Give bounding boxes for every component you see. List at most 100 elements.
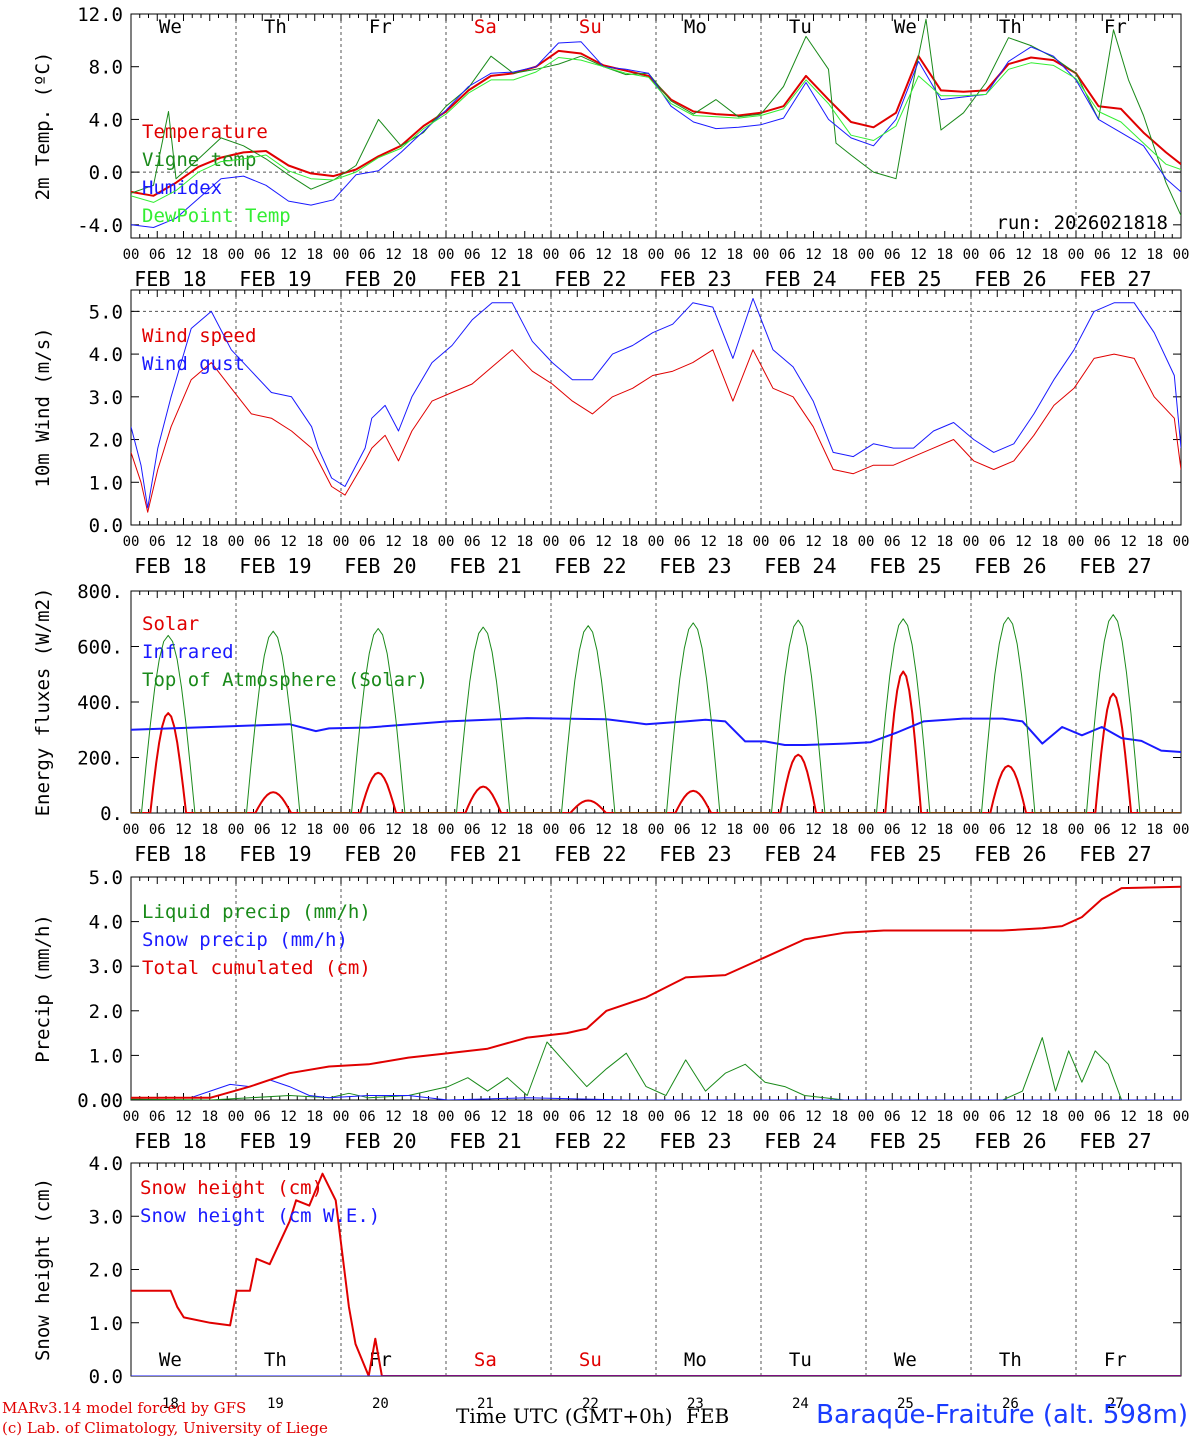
day-number-label: 26 (1002, 1396, 1019, 1412)
series-line-wind-speed (131, 349, 1181, 513)
x-hour-label: 06 (884, 534, 901, 550)
x-hour-label: 18 (831, 534, 848, 550)
y-axis-label: 10m Wind (m/s) (32, 327, 54, 487)
x-hour-label: 18 (516, 1109, 533, 1125)
x-hour-label: 18 (936, 1109, 953, 1125)
x-date-label: FEB 21 (449, 1129, 521, 1153)
y-tick-label: 600. (77, 637, 123, 659)
x-hour-label: 00 (228, 822, 245, 838)
x-hour-label: 00 (858, 534, 875, 550)
x-hour-label: 12 (175, 822, 192, 838)
series-line-dewpoint-temp (131, 57, 1181, 203)
x-hour-label: 18 (621, 822, 638, 838)
x-hour-label: 18 (1146, 822, 1163, 838)
x-hour-label: 00 (1068, 534, 1085, 550)
x-date-label: FEB 19 (239, 267, 311, 291)
x-date-label: FEB 24 (764, 554, 836, 578)
x-hour-label: 00 (1068, 822, 1085, 838)
y-axis-label: Energy fluxes (W/m2) (32, 588, 54, 817)
x-hour-label: 12 (490, 534, 507, 550)
x-hour-label: 06 (674, 822, 691, 838)
x-hour-label: 00 (648, 247, 665, 263)
x-date-label: FEB 27 (1079, 842, 1151, 866)
x-hour-label: 00 (333, 822, 350, 838)
x-hour-label: 00 (1173, 822, 1190, 838)
x-hour-label: 06 (779, 1109, 796, 1125)
x-date-label: FEB 19 (239, 554, 311, 578)
y-tick-label: 1.0 (89, 472, 123, 494)
x-hour-label: 18 (726, 534, 743, 550)
legend-label-dewpoint-temp: DewPoint Temp (142, 205, 291, 227)
x-hour-label: 12 (700, 1109, 717, 1125)
day-name-label: Sa (474, 16, 497, 38)
x-hour-label: 00 (1068, 1109, 1085, 1125)
x-hour-label: 06 (569, 822, 586, 838)
x-date-label: FEB 20 (344, 554, 416, 578)
y-tick-label: 2.0 (89, 1260, 123, 1282)
legend-label-liquid-precip-mm-h-: Liquid precip (mm/h) (142, 901, 371, 923)
series-line-total-cumulated-cm- (131, 885, 1181, 1099)
legend-label-vigne-temp: Vigne temp (142, 149, 256, 171)
day-number-label: 19 (267, 1396, 284, 1412)
x-hour-label: 12 (490, 822, 507, 838)
x-hour-label: 12 (595, 1109, 612, 1125)
y-tick-label: 4.0 (89, 344, 123, 366)
x-hour-label: 06 (779, 534, 796, 550)
x-hour-label: 12 (280, 1109, 297, 1125)
x-hour-label: 00 (648, 534, 665, 550)
x-hour-label: 06 (989, 247, 1006, 263)
x-hour-label: 00 (438, 1109, 455, 1125)
x-date-label: FEB 26 (974, 842, 1046, 866)
x-date-label: FEB 25 (869, 1129, 941, 1153)
x-date-label: FEB 19 (239, 1129, 311, 1153)
y-tick-label: 2.0 (89, 430, 123, 452)
day-name-label: Fr (1104, 16, 1127, 38)
x-hour-label: 06 (674, 534, 691, 550)
x-hour-label: 12 (280, 822, 297, 838)
x-hour-label: 12 (385, 822, 402, 838)
day-name-label: Th (999, 16, 1022, 38)
x-date-label: FEB 22 (554, 842, 626, 866)
x-hour-label: 06 (254, 247, 271, 263)
day-name-label: We (159, 16, 182, 38)
x-hour-label: 12 (280, 247, 297, 263)
x-hour-label: 12 (805, 534, 822, 550)
y-tick-label: 1.0 (89, 1313, 123, 1335)
x-hour-label: 06 (1094, 822, 1111, 838)
x-date-label: FEB 21 (449, 267, 521, 291)
x-date-label: FEB 24 (764, 267, 836, 291)
y-tick-label: 0.0 (89, 1366, 123, 1388)
x-hour-label: 18 (1146, 247, 1163, 263)
day-number-label: 24 (792, 1396, 809, 1412)
day-number-label: 23 (687, 1396, 704, 1412)
x-hour-label: 06 (464, 1109, 481, 1125)
x-hour-label: 00 (333, 1109, 350, 1125)
x-hour-label: 06 (1094, 534, 1111, 550)
x-hour-label: 06 (359, 247, 376, 263)
x-hour-label: 12 (1120, 822, 1137, 838)
x-hour-label: 00 (438, 534, 455, 550)
day-number-label: 25 (897, 1396, 914, 1412)
x-hour-label: 06 (674, 247, 691, 263)
y-tick-label: 1.0 (89, 1045, 123, 1067)
x-date-label: FEB 22 (554, 554, 626, 578)
x-hour-label: 18 (1041, 247, 1058, 263)
x-hour-label: 12 (385, 247, 402, 263)
day-name-label: Th (999, 1349, 1022, 1371)
x-date-label: FEB 21 (449, 554, 521, 578)
x-hour-label: 12 (595, 822, 612, 838)
y-tick-label: 200. (77, 748, 123, 770)
legend-label-solar: Solar (142, 613, 199, 635)
x-date-label: FEB 23 (659, 554, 731, 578)
x-hour-label: 12 (490, 1109, 507, 1125)
x-date-label: FEB 18 (134, 267, 206, 291)
x-hour-label: 06 (149, 247, 166, 263)
x-hour-label: 12 (1015, 822, 1032, 838)
x-date-label: FEB 24 (764, 1129, 836, 1153)
x-hour-label: 06 (1094, 247, 1111, 263)
x-hour-label: 06 (1094, 1109, 1111, 1125)
series-line-snow-precip-mm-h- (131, 1079, 1181, 1100)
x-hour-label: 00 (123, 822, 140, 838)
day-name-label: Th (264, 16, 287, 38)
x-hour-label: 18 (1041, 1109, 1058, 1125)
